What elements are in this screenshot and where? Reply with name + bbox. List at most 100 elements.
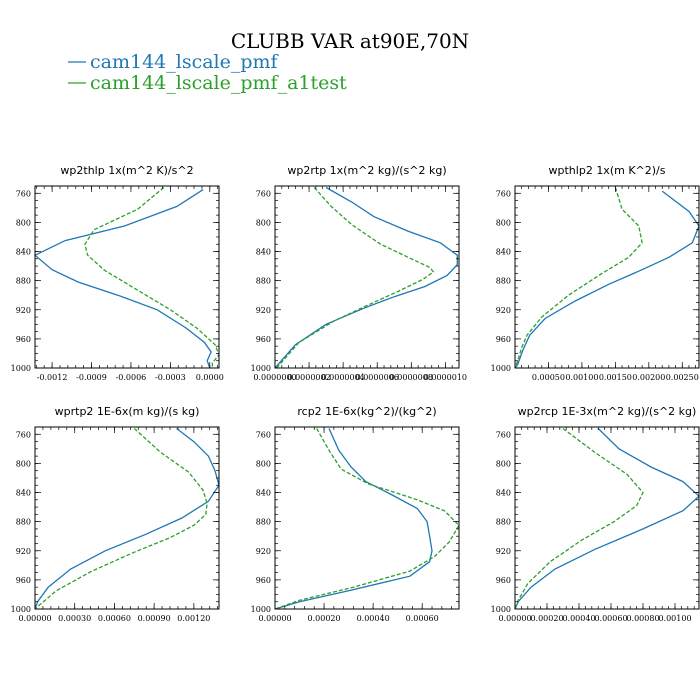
panel-3-ytick-label: 760 [496, 189, 511, 198]
panel-4-xtick-label: 0.00090 [138, 614, 171, 623]
panel-1-ytick-label: 880 [16, 277, 31, 286]
figure-title: CLUBB VAR at90E,70N [231, 29, 469, 53]
panel-2-series-2 [276, 187, 435, 368]
panel-6-ytick-label: 840 [496, 489, 511, 498]
legend-label-2: cam144_lscale_pmf_a1test [90, 72, 347, 94]
panel-5-series-1 [275, 428, 433, 609]
panel-1-ytick-label: 960 [16, 335, 31, 344]
panel-2-ytick-label: 920 [256, 306, 271, 315]
panel-3-xtick-label: 0.00150 [599, 373, 632, 382]
panel-6-frame [514, 426, 700, 610]
panel-1-title: wp2thlp 1x(m^2 K)/s^2 [60, 164, 193, 177]
panel-2-xtick-label: 0.0000004 [322, 373, 365, 382]
panel-4-ytick-label: 760 [16, 430, 31, 439]
panel-5-ytick-label: 800 [256, 459, 271, 468]
panel-2-ytick-label: 840 [256, 248, 271, 257]
panel-5-ytick-label: 960 [256, 576, 271, 585]
panel-2: wp2rtp 1x(m^2 kg)/(s^2 kg) 760 800 840 880 92… [251, 164, 467, 382]
panel-4-series [35, 427, 219, 609]
panel-4-ytick-label: 800 [16, 459, 31, 468]
panel-1-series [35, 186, 219, 368]
panel-6-xtick-label: 0.00080 [626, 614, 659, 623]
panel-5: rcp2 1E-6x(kg^2)/(kg^2) 760 800 840 880 920 96… [251, 405, 460, 623]
panel-6-ytick-label: 1000 [491, 605, 511, 614]
panel-1-xtick-label: -0.0009 [76, 373, 107, 382]
panel-2-ytick-label: 880 [256, 277, 271, 286]
panel-6-title: wp2rcp 1E-3x(m^2 kg)/(s^2 kg) [518, 405, 697, 418]
panel-3-series-2 [515, 187, 643, 368]
panel-5-ytick-label: 760 [256, 430, 271, 439]
panel-6-ytick-label: 760 [496, 430, 511, 439]
panel-1-xtick-label: -0.0006 [116, 373, 147, 382]
panel-1-ytick-label: 840 [16, 248, 31, 257]
panel-4: wprtp2 1E-6x(m kg)/(s kg) 760 800 840 880 920… [11, 405, 220, 623]
panel-3-xtick-label: 0.00250 [666, 373, 699, 382]
panel-3-ytick-label: 920 [496, 306, 511, 315]
panel-5-ytick-label: 880 [256, 518, 271, 527]
panel-6-xtick-label: 0.00060 [594, 614, 627, 623]
panel-1-series-2 [84, 186, 219, 368]
panel-5-xtick-label: 0.00020 [308, 614, 341, 623]
panel-6-series-1 [515, 428, 699, 609]
panel-6-ytick-label: 920 [496, 547, 511, 556]
panel-5-ytick-label: 920 [256, 547, 271, 556]
panel-6-series-2 [515, 427, 644, 609]
panel-4-xtick-label: 0.00120 [177, 614, 210, 623]
panel-5-xtick-label: 0.00000 [258, 614, 291, 623]
panel-3-ytick-label: 840 [496, 248, 511, 257]
panel-3-series [515, 187, 699, 368]
panel-4-ytick-label: 1000 [11, 605, 31, 614]
legend: cam144_lscale_pmf cam144_lscale_pmf_a1te… [68, 51, 347, 94]
panel-5-title: rcp2 1E-6x(kg^2)/(kg^2) [297, 405, 436, 418]
panel-5-ytick-label: 840 [256, 489, 271, 498]
panel-1-xtick-label: 0.0000 [196, 373, 224, 382]
panel-2-xtick-label: 0.0000008 [390, 373, 433, 382]
panel-4-title: wprtp2 1E-6x(m kg)/(s kg) [55, 405, 200, 418]
panel-4-ytick-label: 840 [16, 489, 31, 498]
panel-2-xtick-label: 0.0000000 [253, 373, 296, 382]
panel-5-series [275, 428, 459, 609]
panel-3-title: wpthlp2 1x(m K^2)/s [549, 164, 666, 177]
panel-6-ytick-label: 960 [496, 576, 511, 585]
panel-3-ytick-label: 960 [496, 335, 511, 344]
panel-4-xtick-label: 0.00000 [18, 614, 51, 623]
panel-4-xtick-label: 0.00060 [98, 614, 131, 623]
panel-4-ytick-label: 960 [16, 576, 31, 585]
panel-6-xtick-label: 0.00040 [562, 614, 595, 623]
panel-4-ytick-label: 920 [16, 547, 31, 556]
panel-1-ytick-label: 920 [16, 306, 31, 315]
panel-2-title: wp2rtp 1x(m^2 kg)/(s^2 kg) [287, 164, 446, 177]
panel-2-ytick-label: 760 [256, 189, 271, 198]
panel-3: wpthlp2 1x(m K^2)/s 760 800 840 880 920 960 100… [491, 164, 700, 382]
panel-6-xtick-label: 0.00000 [498, 614, 531, 623]
panel-3-xtick-label: 0.00050 [532, 373, 565, 382]
panel-3-ytick-label: 1000 [491, 364, 511, 373]
panel-2-ytick-label: 1000 [251, 364, 271, 373]
panel-2-ytick-label: 960 [256, 335, 271, 344]
panel-4-ytick-label: 880 [16, 518, 31, 527]
panel-1-ytick-label: 800 [16, 218, 31, 227]
panel-1-series-1 [35, 189, 212, 368]
panel-5-ytick-label: 1000 [251, 605, 271, 614]
panel-2-ytick-label: 800 [256, 218, 271, 227]
panel-4-xtick-label: 0.00030 [58, 614, 91, 623]
panel-2-series [275, 186, 458, 368]
panels: wp2thlp 1x(m^2 K)/s^2 760 800 840 880 920 960 1… [11, 164, 700, 623]
panel-1-ytick-label: 1000 [11, 364, 31, 373]
panel-6-ytick-label: 880 [496, 518, 511, 527]
panel-6: wp2rcp 1E-3x(m^2 kg)/(s^2 kg) 760 800 840 88… [491, 405, 700, 623]
panel-2-frame [274, 185, 460, 369]
panel-4-series-1 [35, 427, 219, 609]
panel-5-frame [274, 426, 460, 610]
panel-3-frame [514, 185, 700, 369]
legend-label-1: cam144_lscale_pmf [90, 51, 280, 73]
panel-3-ytick-label: 880 [496, 277, 511, 286]
panel-4-series-2 [35, 428, 208, 609]
panel-3-ytick-label: 800 [496, 218, 511, 227]
panel-5-xtick-label: 0.00040 [357, 614, 390, 623]
panel-5-series-2 [275, 428, 459, 609]
panel-2-xtick-label: 0.0000010 [424, 373, 467, 382]
panel-1-xtick-label: -0.0003 [155, 373, 186, 382]
